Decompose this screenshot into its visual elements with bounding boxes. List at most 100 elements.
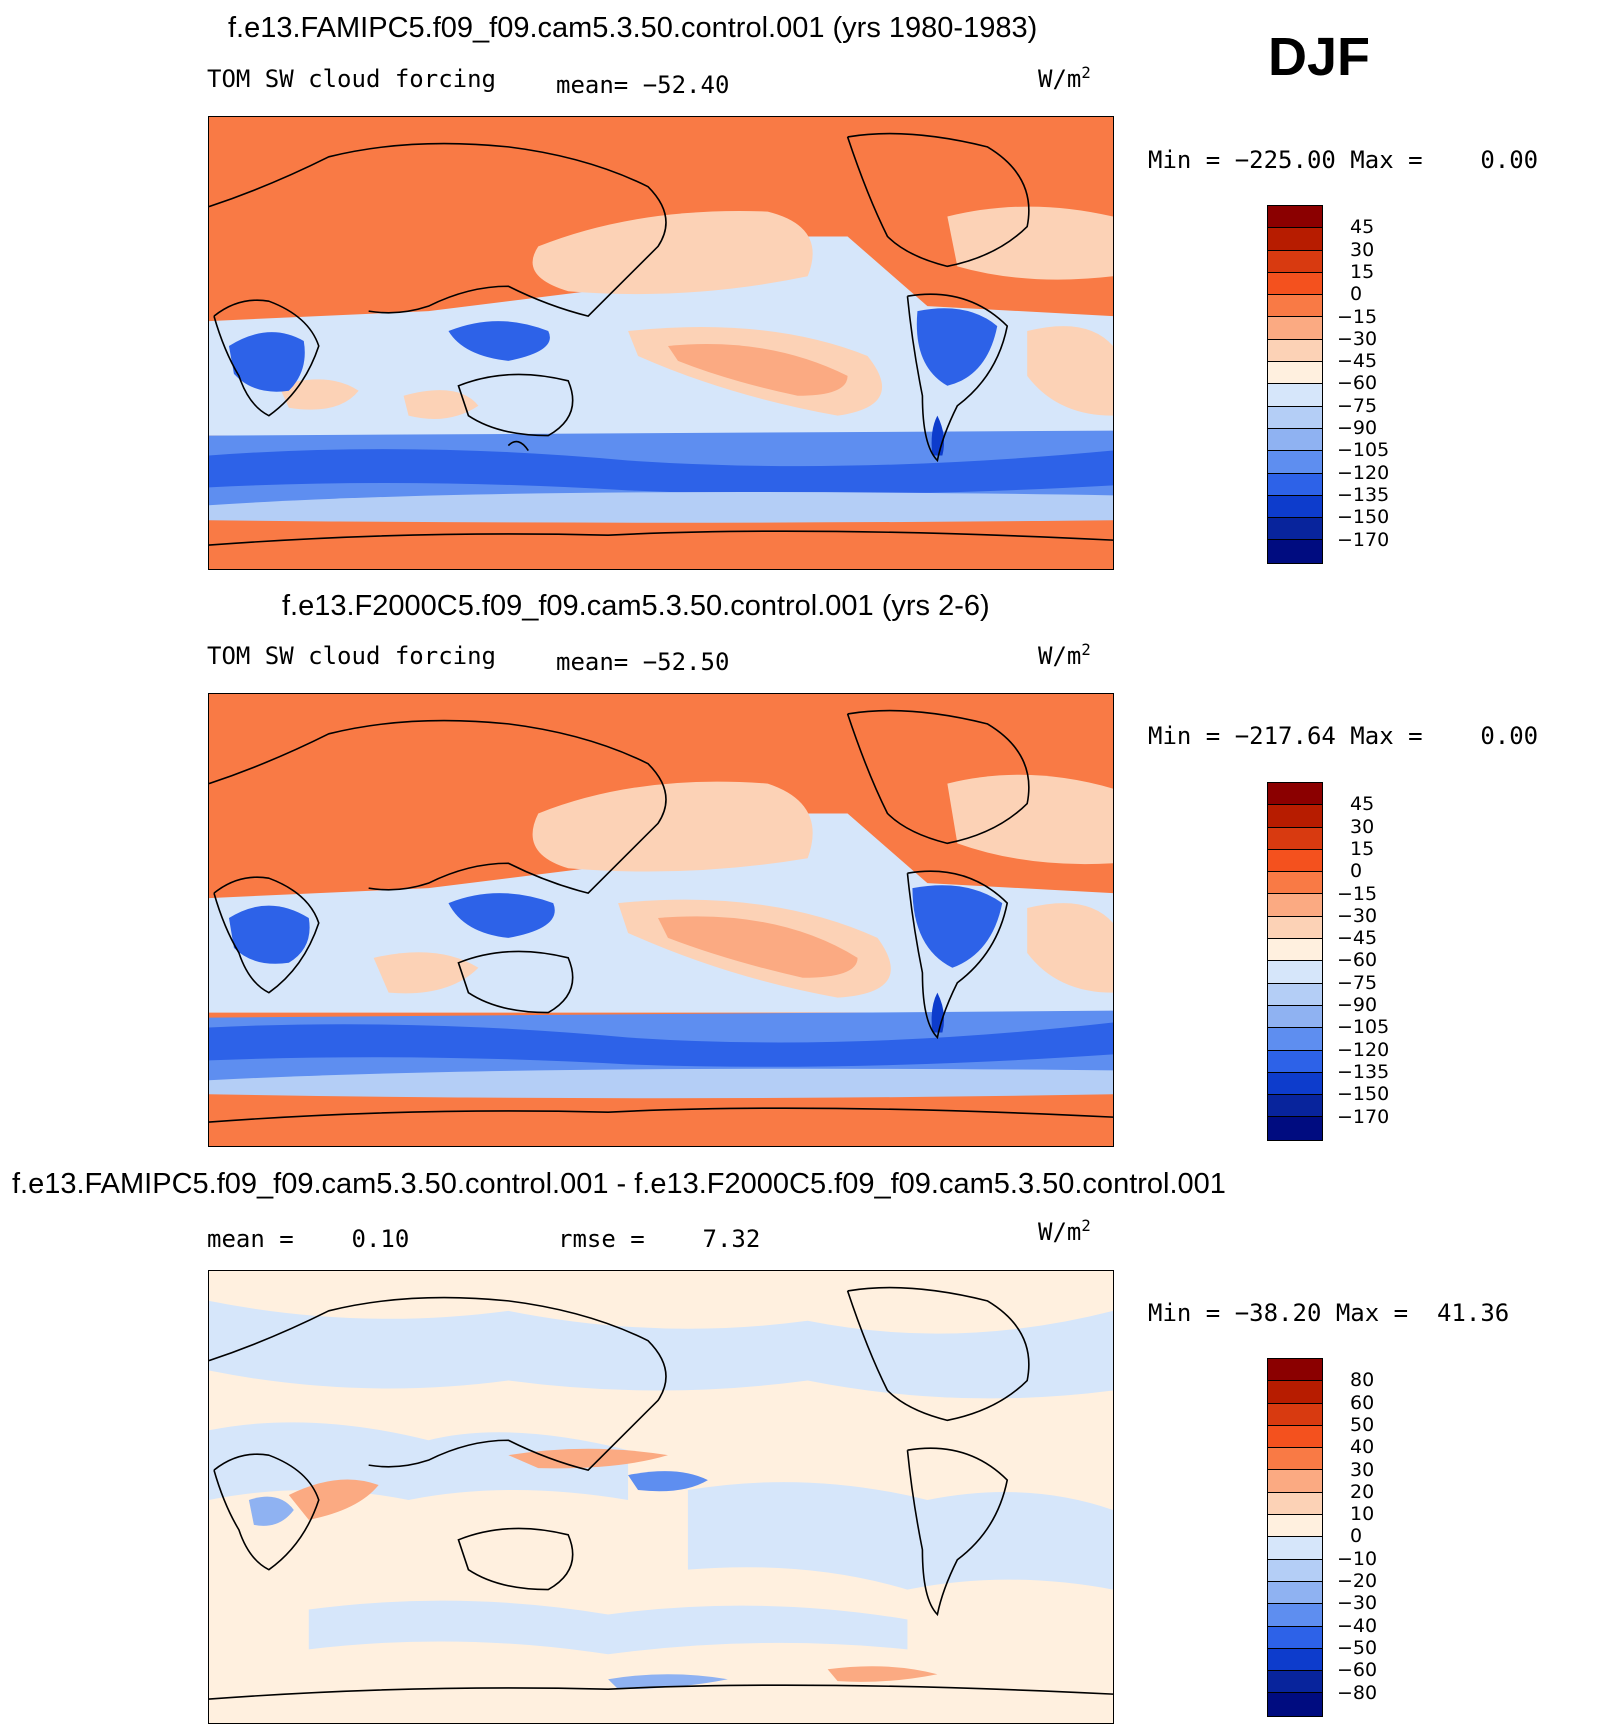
colorbar-swatch xyxy=(1268,540,1322,563)
colorbar-swatch xyxy=(1268,783,1322,806)
colorbar-swatch xyxy=(1268,1470,1322,1493)
colorbar-tick-label: 45 xyxy=(1350,216,1375,239)
panel2-minmax: Min = −217.64 Max = 0.00 xyxy=(1148,722,1539,750)
colorbar-tick-label: −60 xyxy=(1337,949,1378,972)
colorbar-tick-label: 30 xyxy=(1350,238,1375,261)
colorbar-swatch xyxy=(1268,1693,1322,1716)
colorbar-swatch xyxy=(1268,451,1322,474)
panel3-colorbar xyxy=(1267,1358,1323,1717)
colorbar-tick-label: 45 xyxy=(1350,793,1375,816)
colorbar-tick-label: −105 xyxy=(1337,439,1390,462)
panel1-mean: mean= −52.40 xyxy=(556,71,730,99)
panel2-variable: TOM SW cloud forcing xyxy=(207,642,496,670)
colorbar-swatch xyxy=(1268,849,1322,873)
colorbar-swatch xyxy=(1268,939,1322,962)
panel3-mean: mean = 0.10 xyxy=(207,1225,410,1253)
colorbar-swatch xyxy=(1268,362,1322,385)
panel2-title: f.e13.F2000C5.f09_f09.cam5.3.50.control.… xyxy=(282,590,990,622)
panel2-map xyxy=(208,693,1114,1147)
panel1-colorbar xyxy=(1267,205,1323,564)
colorbar-tick-label: 80 xyxy=(1350,1369,1375,1392)
panel3-minmax: Min = −38.20 Max = 41.36 xyxy=(1148,1299,1510,1327)
colorbar-swatch xyxy=(1268,1359,1322,1382)
colorbar-tick-label: −75 xyxy=(1337,971,1378,994)
colorbar-swatch xyxy=(1268,894,1322,917)
colorbar-swatch xyxy=(1268,1095,1322,1118)
colorbar-swatch xyxy=(1268,1604,1322,1627)
colorbar-tick-label: −15 xyxy=(1337,305,1378,328)
colorbar-swatch xyxy=(1268,961,1322,984)
colorbar-tick-label: −60 xyxy=(1337,1659,1378,1682)
colorbar-tick-label: 30 xyxy=(1350,815,1375,838)
colorbar-tick-label: −170 xyxy=(1337,528,1390,551)
season-label: DJF xyxy=(1268,27,1371,87)
colorbar-tick-label: 15 xyxy=(1350,260,1375,283)
panel2-mean: mean= −52.50 xyxy=(556,648,730,676)
colorbar-tick-label: −10 xyxy=(1337,1547,1378,1570)
colorbar-swatch xyxy=(1268,206,1322,229)
panel1-minmax: Min = −225.00 Max = 0.00 xyxy=(1148,146,1539,174)
colorbar-tick-label: −80 xyxy=(1337,1681,1378,1704)
colorbar-tick-label: 0 xyxy=(1350,1525,1363,1548)
panel2-colorbar xyxy=(1267,782,1323,1141)
colorbar-tick-label: 40 xyxy=(1350,1436,1375,1459)
colorbar-swatch xyxy=(1268,1028,1322,1051)
colorbar-tick-label: 15 xyxy=(1350,837,1375,860)
colorbar-tick-label: −90 xyxy=(1337,994,1378,1016)
colorbar-tick-label: 10 xyxy=(1350,1503,1375,1526)
colorbar-tick-label: −150 xyxy=(1337,506,1390,529)
colorbar-tick-label: 30 xyxy=(1350,1458,1375,1481)
panel1-map xyxy=(208,116,1114,570)
colorbar-swatch xyxy=(1268,1117,1322,1140)
colorbar-tick-label: −120 xyxy=(1337,461,1390,484)
colorbar-swatch xyxy=(1268,250,1322,273)
panel1-variable: TOM SW cloud forcing xyxy=(207,65,496,93)
colorbar-swatch xyxy=(1268,406,1322,429)
colorbar-swatch xyxy=(1268,518,1322,541)
colorbar-swatch xyxy=(1268,872,1322,895)
colorbar-swatch xyxy=(1268,1515,1322,1538)
colorbar-swatch xyxy=(1268,1671,1322,1694)
colorbar-tick-label: −30 xyxy=(1337,904,1378,927)
colorbar-tick-label: −50 xyxy=(1337,1636,1378,1659)
colorbar-swatch xyxy=(1268,339,1322,363)
colorbar-swatch xyxy=(1268,916,1322,940)
colorbar-swatch xyxy=(1268,983,1322,1006)
colorbar-tick-label: −150 xyxy=(1337,1083,1390,1106)
colorbar-tick-label: −45 xyxy=(1337,927,1378,950)
colorbar-swatch xyxy=(1268,1005,1322,1029)
colorbar-tick-label: −135 xyxy=(1337,1060,1390,1083)
panel3-map xyxy=(208,1270,1114,1724)
colorbar-swatch xyxy=(1268,1537,1322,1560)
colorbar-swatch xyxy=(1268,1626,1322,1649)
colorbar-tick-label: −30 xyxy=(1337,1592,1378,1615)
colorbar-tick-label: 0 xyxy=(1350,860,1363,883)
colorbar-tick-label: −60 xyxy=(1337,372,1378,395)
colorbar-tick-label: −45 xyxy=(1337,350,1378,373)
colorbar-swatch xyxy=(1268,473,1322,496)
panel3-units: W/m2 xyxy=(1038,1217,1091,1246)
panel3-rmse: rmse = 7.32 xyxy=(558,1225,761,1253)
panel1-title: f.e13.FAMIPC5.f09_f09.cam5.3.50.control.… xyxy=(228,12,1038,44)
colorbar-swatch xyxy=(1268,1050,1322,1073)
colorbar-swatch xyxy=(1268,1072,1322,1096)
colorbar-tick-label: −20 xyxy=(1337,1570,1378,1592)
colorbar-swatch xyxy=(1268,1492,1322,1516)
colorbar-tick-label: −135 xyxy=(1337,483,1390,506)
colorbar-tick-label: −75 xyxy=(1337,394,1378,417)
colorbar-tick-label: −15 xyxy=(1337,882,1378,905)
colorbar-swatch xyxy=(1268,805,1322,828)
panel3-title: f.e13.FAMIPC5.f09_f09.cam5.3.50.control.… xyxy=(12,1168,1226,1200)
colorbar-swatch xyxy=(1268,384,1322,407)
colorbar-swatch xyxy=(1268,428,1322,452)
colorbar-swatch xyxy=(1268,228,1322,251)
colorbar-tick-label: −40 xyxy=(1337,1614,1378,1637)
panel1-units: W/m2 xyxy=(1038,64,1091,93)
colorbar-tick-label: −170 xyxy=(1337,1105,1390,1128)
colorbar-tick-label: −90 xyxy=(1337,417,1378,439)
colorbar-swatch xyxy=(1268,295,1322,318)
colorbar-swatch xyxy=(1268,272,1322,296)
colorbar-swatch xyxy=(1268,1448,1322,1471)
colorbar-tick-label: 50 xyxy=(1350,1413,1375,1436)
colorbar-swatch xyxy=(1268,1425,1322,1449)
